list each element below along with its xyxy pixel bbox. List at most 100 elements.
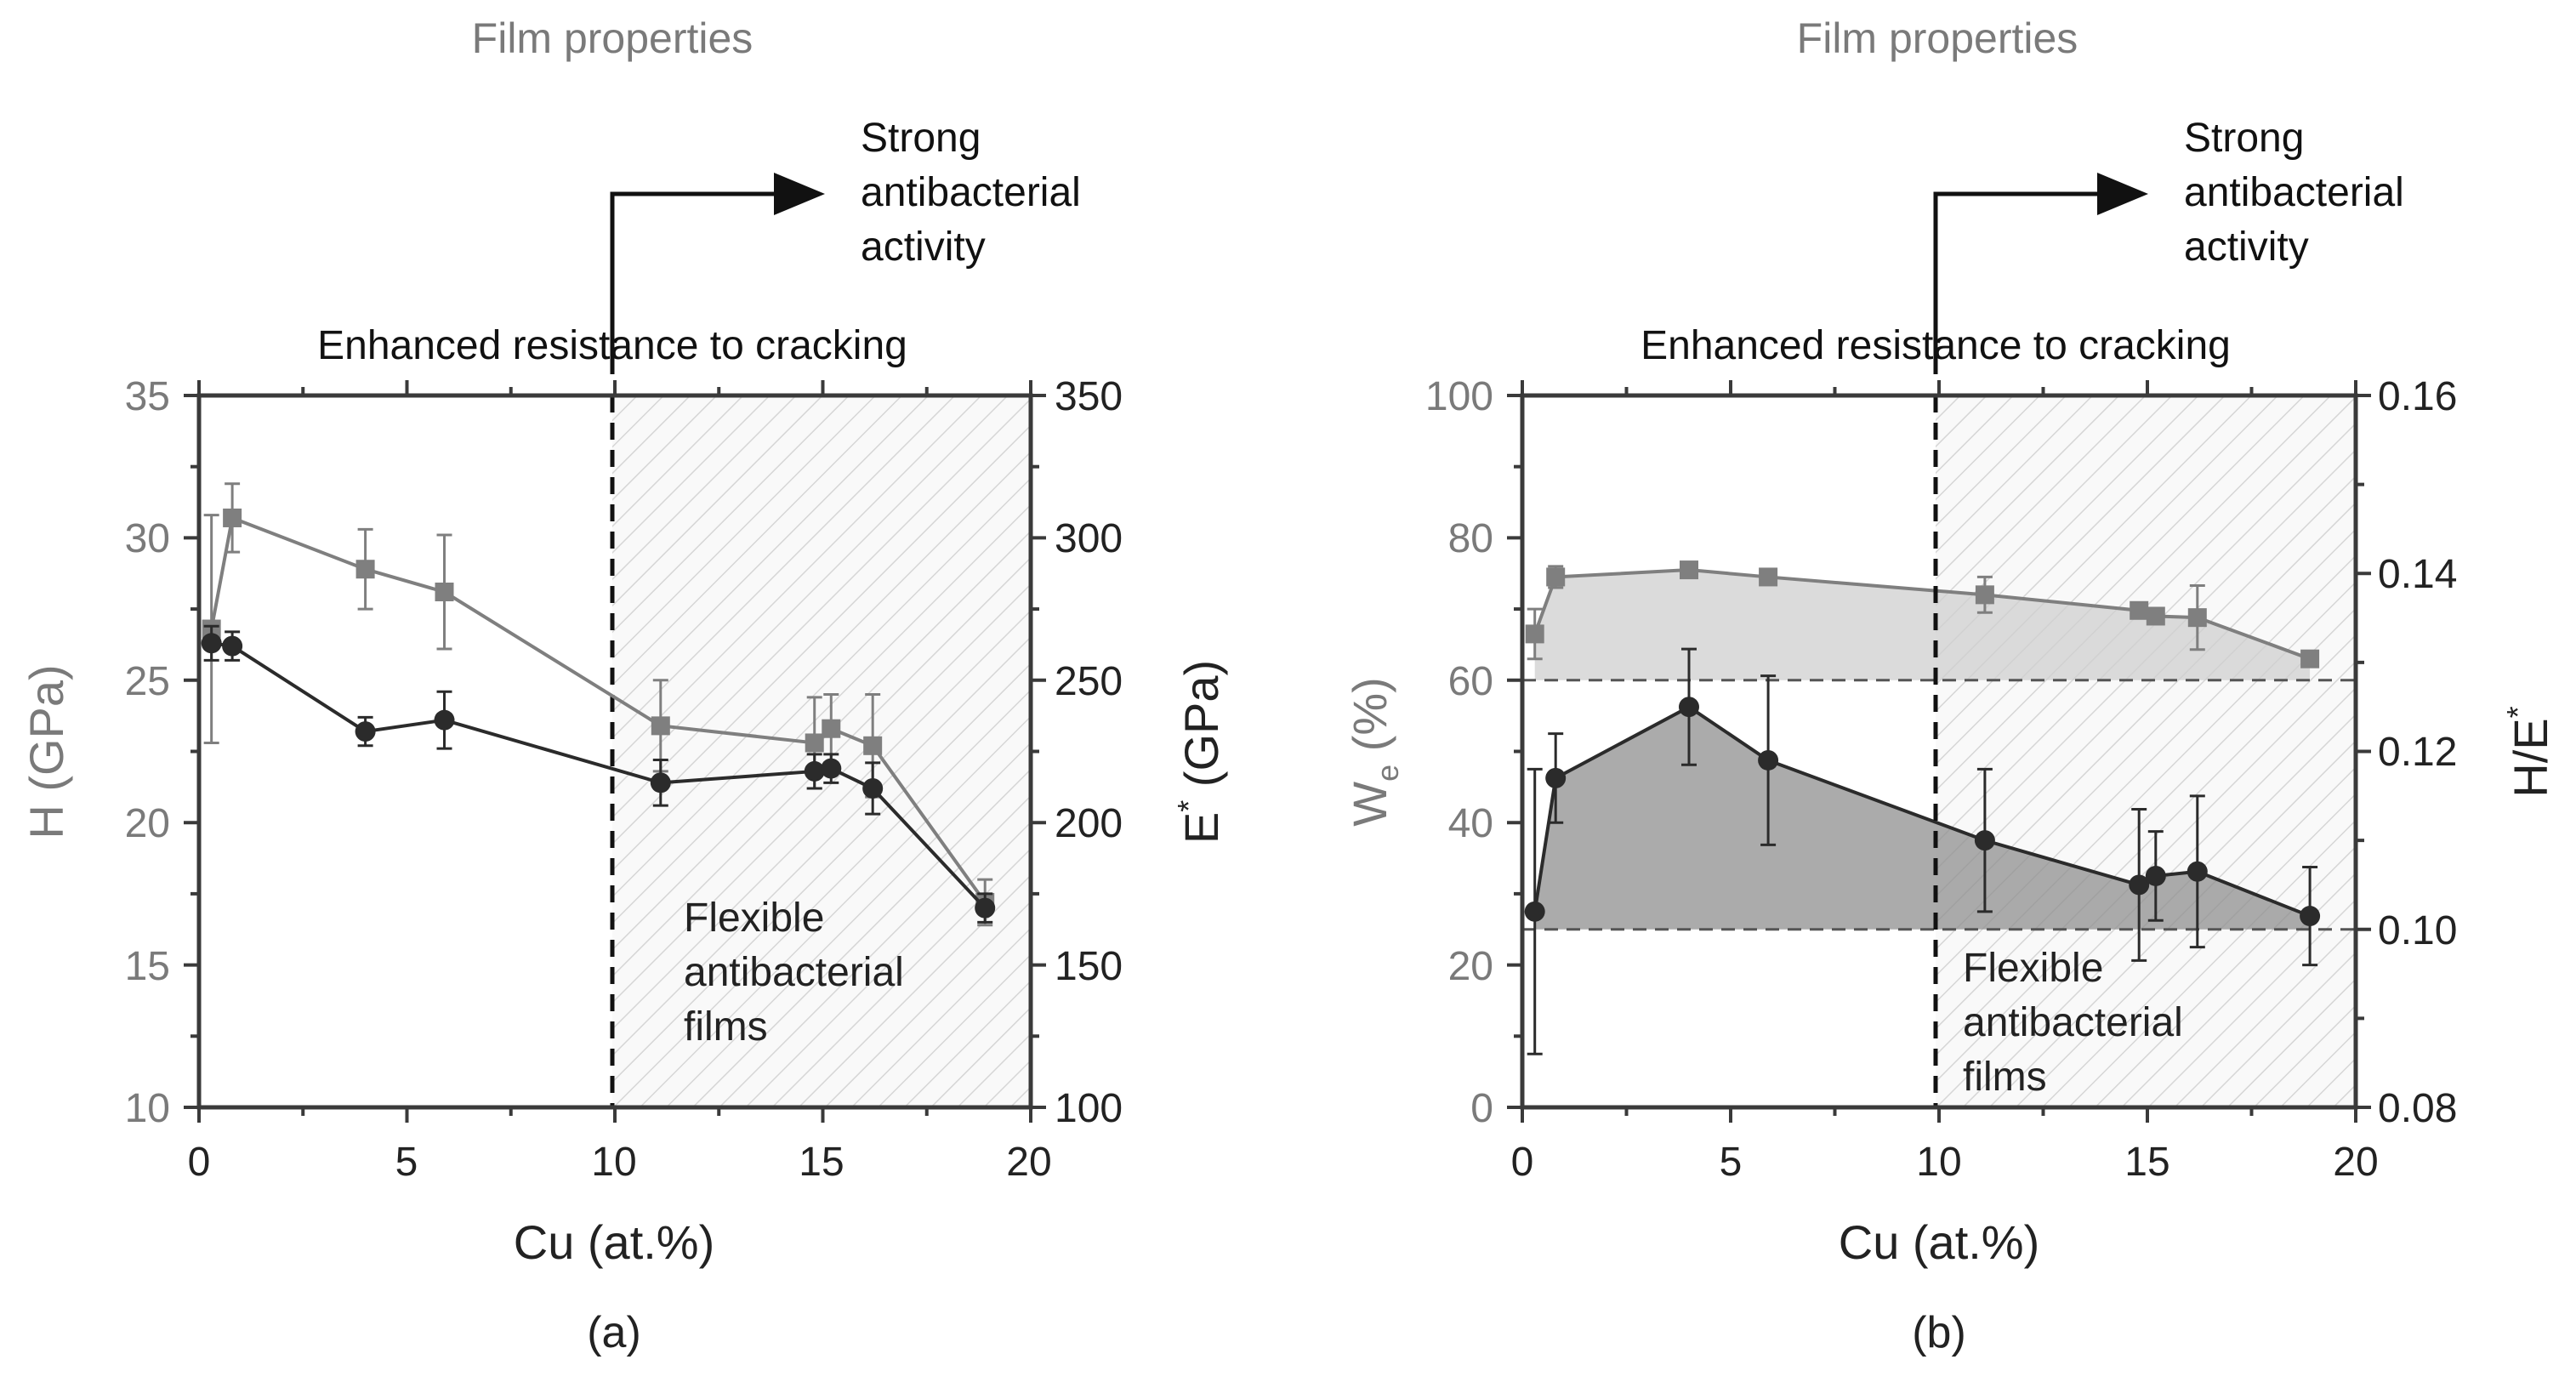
panel-b-ylabel-right-base: H/E bbox=[2504, 718, 2557, 797]
panel-a-arrow bbox=[610, 173, 825, 374]
panel-a-xtick-0: 0 bbox=[188, 1140, 211, 1185]
panel-b-xtick-0: 0 bbox=[1511, 1140, 1534, 1185]
panel-b-flexible-line1: Flexible bbox=[1963, 946, 2103, 991]
panel-a-point-circle bbox=[201, 633, 222, 654]
panel-a-xtick-4: 20 bbox=[1006, 1140, 1051, 1185]
panel-a-point-square bbox=[863, 736, 883, 755]
panel-a-ytick-left-2: 20 bbox=[125, 801, 170, 846]
panel-a-ytick-left-5: 35 bbox=[125, 374, 170, 419]
panel-b-arrow bbox=[1933, 173, 2148, 374]
panel-b-xlabel: Cu (at.%) bbox=[1839, 1215, 2040, 1269]
panel-a-point-circle bbox=[222, 635, 243, 657]
panel-b-xtick-1: 5 bbox=[1720, 1140, 1743, 1185]
panel-a-point-circle bbox=[355, 721, 376, 742]
panel-a-ytick-right-1: 150 bbox=[1055, 944, 1123, 989]
panel-b-series-layer bbox=[1522, 560, 2356, 1055]
panel-b-point-square bbox=[1975, 585, 1994, 605]
panel-b-point-square bbox=[1680, 560, 1698, 580]
panel-b-point-circle bbox=[2300, 906, 2321, 927]
panel-b-point-square bbox=[1759, 567, 1778, 587]
panel-b: Film properties Strong antibacterial act… bbox=[1343, 14, 2557, 1357]
panel-a-point-circle bbox=[434, 709, 455, 731]
panel-b-strong-line3: activity bbox=[2184, 225, 2309, 270]
panel-a: Film properties Strong antibacterial act… bbox=[20, 14, 1228, 1357]
panel-b-ylabel-left: We (%) bbox=[1343, 677, 1405, 827]
panel-b-ytick-right-3: 0.14 bbox=[2378, 552, 2457, 597]
panel-b-point-circle bbox=[1545, 767, 1567, 788]
panel-b-xtick-2: 10 bbox=[1916, 1140, 1961, 1185]
panel-a-point-square bbox=[651, 716, 670, 736]
panel-b-flexible-line3: films bbox=[1963, 1055, 2047, 1100]
panel-b-flexible-line2: antibacterial bbox=[1963, 1000, 2183, 1045]
panel-a-top-title: Film properties bbox=[472, 14, 753, 62]
panel-b-strong-line2: antibacterial bbox=[2184, 170, 2404, 215]
panel-b-ytick-left-0: 0 bbox=[1470, 1086, 1493, 1131]
panel-b-point-circle bbox=[1524, 901, 1545, 922]
panel-b-ytick-left-2: 40 bbox=[1448, 801, 1493, 846]
panel-a-ytick-right-2: 200 bbox=[1055, 801, 1123, 846]
panel-b-ylabel-left-sub: e bbox=[1370, 765, 1405, 782]
panel-a-series-layer bbox=[201, 482, 996, 927]
panel-a-ylabel-right-base: E bbox=[1174, 812, 1228, 844]
panel-b-xtick-3: 15 bbox=[2124, 1140, 2169, 1185]
panel-b-ytick-left-4: 80 bbox=[1448, 516, 1493, 561]
panel-a-ylabel-right-sup: * bbox=[1171, 800, 1206, 812]
panel-a-point-square bbox=[223, 508, 242, 527]
panel-b-label: (b) bbox=[1912, 1308, 1966, 1357]
panel-a-point-square bbox=[805, 733, 824, 753]
panel-a-xlabel: Cu (at.%) bbox=[514, 1215, 715, 1269]
panel-a-ticks bbox=[184, 380, 1046, 1123]
panel-a-xtick-2: 10 bbox=[591, 1140, 636, 1185]
panel-b-ytick-right-1: 0.10 bbox=[2378, 908, 2457, 953]
panel-b-point-square bbox=[2146, 606, 2165, 626]
panel-b-ytick-left-3: 60 bbox=[1448, 659, 1493, 704]
panel-b-top-title: Film properties bbox=[1797, 14, 2078, 62]
panel-b-ylabel-right-sup: * bbox=[2500, 706, 2535, 718]
panel-b-hatch-bg bbox=[1936, 395, 2356, 1107]
panel-b-point-square bbox=[1546, 567, 1566, 587]
panel-a-ylabel-right-rest: (GPa) bbox=[1174, 660, 1228, 800]
panel-b-point-square bbox=[1525, 624, 1544, 644]
panel-b-area-square bbox=[1534, 570, 2311, 680]
panel-a-enhanced-label: Enhanced resistance to cracking bbox=[317, 323, 907, 368]
panel-a-flexible-line3: films bbox=[684, 1004, 768, 1050]
panel-b-ytick-left-5: 100 bbox=[1425, 374, 1493, 419]
panel-a-point-circle bbox=[821, 758, 842, 779]
panel-a-ytick-right-4: 300 bbox=[1055, 516, 1123, 561]
panel-a-ytick-left-4: 30 bbox=[125, 516, 170, 561]
panel-a-point-circle bbox=[650, 772, 671, 794]
panel-a-point-square bbox=[355, 560, 375, 579]
panel-a-strong-line1: Strong bbox=[861, 116, 981, 161]
panel-a-label: (a) bbox=[587, 1308, 641, 1357]
panel-a-ytick-right-5: 350 bbox=[1055, 374, 1123, 419]
panel-b-point-square bbox=[2187, 608, 2207, 628]
panel-b-point-square bbox=[2130, 600, 2149, 620]
panel-a-ytick-left-0: 10 bbox=[125, 1086, 170, 1131]
panel-b-point-circle bbox=[1679, 697, 1699, 718]
panel-a-ytick-left-3: 25 bbox=[125, 659, 170, 704]
panel-a-strong-line2: antibacterial bbox=[861, 170, 1081, 215]
panel-b-point-circle bbox=[2129, 874, 2150, 896]
panel-b-ytick-left-1: 20 bbox=[1448, 944, 1493, 989]
panel-b-point-circle bbox=[2145, 865, 2166, 886]
panel-a-point-circle bbox=[862, 778, 884, 799]
panel-b-ytick-right-4: 0.16 bbox=[2378, 374, 2457, 419]
panel-a-flexible-line2: antibacterial bbox=[684, 950, 904, 995]
panel-a-xtick-3: 15 bbox=[799, 1140, 844, 1185]
panel-b-point-circle bbox=[1974, 830, 1995, 851]
panel-b-ylabel-left-base: W bbox=[1343, 782, 1396, 827]
panel-b-ylabel-left-rest: (%) bbox=[1343, 677, 1396, 765]
panel-b-ytick-right-2: 0.12 bbox=[2378, 730, 2457, 775]
panel-a-flexible-line1: Flexible bbox=[684, 896, 824, 941]
panel-a-point-circle bbox=[804, 760, 825, 782]
panel-a-xtick-1: 5 bbox=[395, 1140, 418, 1185]
panel-b-point-circle bbox=[1758, 749, 1779, 771]
panel-b-ticks bbox=[1507, 380, 2371, 1123]
panel-b-point-circle bbox=[2186, 861, 2208, 882]
panel-a-point-square bbox=[435, 583, 454, 602]
panel-a-point-circle bbox=[975, 897, 996, 919]
panel-a-ytick-right-0: 100 bbox=[1055, 1086, 1123, 1131]
panel-b-point-square bbox=[2300, 649, 2320, 668]
panel-a-ytick-left-1: 15 bbox=[125, 944, 170, 989]
